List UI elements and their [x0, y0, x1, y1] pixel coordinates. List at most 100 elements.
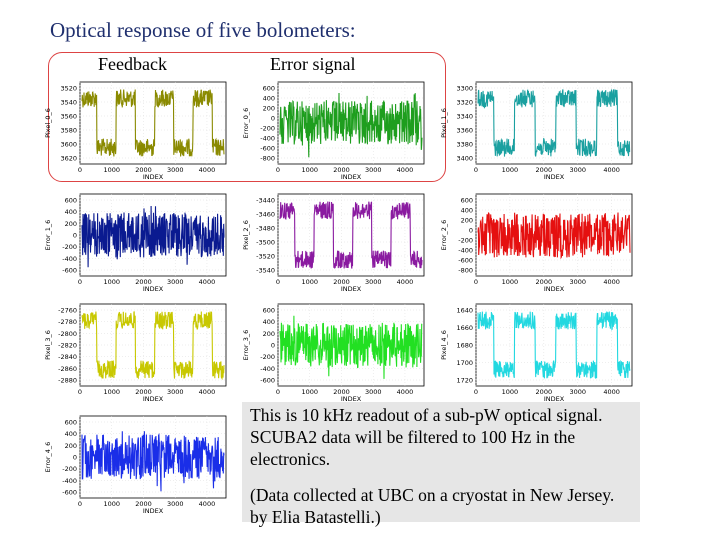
y-tick-label: 200 [65, 442, 77, 450]
y-tick-label: -600 [62, 267, 77, 275]
y-tick-label: 3580 [60, 127, 77, 135]
y-tick-label: 3540 [60, 99, 77, 107]
highlight-box [48, 52, 446, 182]
y-tick-label: 0 [73, 232, 77, 240]
y-tick-label: 400 [263, 318, 275, 326]
y-tick-label: 200 [263, 105, 275, 113]
y-tick-label: 1680 [456, 342, 473, 350]
y-tick-label: 600 [461, 197, 473, 205]
y-tick-label: 400 [65, 430, 77, 438]
x-axis-label: INDEX [143, 395, 164, 403]
y-tick-label: -2760 [58, 307, 77, 315]
x-axis-label: INDEX [143, 507, 164, 515]
y-tick-label: -2820 [58, 342, 77, 350]
y-tick-label: -2780 [58, 318, 77, 326]
x-tick-label: 1000 [103, 166, 120, 174]
x-tick-label: 2000 [135, 278, 152, 286]
y-tick-label: 600 [65, 197, 77, 205]
signal-trace [279, 315, 423, 379]
y-tick-label: 3300 [456, 85, 473, 93]
x-tick-label: 1000 [103, 278, 120, 286]
y-tick-label: 1700 [456, 359, 473, 367]
y-tick-label: 0 [271, 115, 275, 123]
y-tick-label: 3320 [456, 99, 473, 107]
y-tick-label: 600 [263, 85, 275, 93]
x-tick-label: 4000 [199, 278, 216, 286]
y-tick-label: 3400 [456, 155, 473, 163]
x-tick-label: 2000 [135, 166, 152, 174]
x-tick-label: 4000 [397, 388, 414, 396]
y-tick-label: 400 [461, 207, 473, 215]
y-tick-label: 600 [263, 307, 275, 315]
y-tick-label: -600 [260, 145, 275, 153]
y-tick-label: 3620 [60, 155, 77, 163]
y-tick-label: 1720 [456, 377, 473, 385]
x-tick-label: 1000 [301, 278, 318, 286]
caption-text: This is 10 kHz readout of a sub-pW optic… [250, 405, 603, 469]
signal-trace [81, 89, 225, 157]
x-tick-label: 3000 [167, 500, 184, 508]
x-tick-label: 1000 [502, 166, 519, 174]
x-tick-label: 3000 [569, 166, 586, 174]
y-tick-label: 400 [65, 208, 77, 216]
y-tick-label: -2840 [58, 353, 77, 361]
y-tick-label: 0 [469, 227, 473, 235]
y-tick-label: -200 [260, 353, 275, 361]
y-tick-label: -3460 [256, 211, 275, 219]
x-tick-label: 2000 [536, 388, 553, 396]
y-tick-label: -400 [62, 255, 77, 263]
y-tick-label: 0 [271, 342, 275, 350]
y-axis-label: Error_0_6 [242, 108, 250, 139]
x-axis-label: INDEX [341, 285, 362, 293]
signal-trace [477, 89, 631, 157]
x-tick-label: 0 [276, 166, 280, 174]
x-tick-label: 2000 [135, 388, 152, 396]
y-tick-label: -3520 [256, 253, 275, 261]
y-tick-label: -600 [62, 489, 77, 497]
x-tick-label: 0 [78, 278, 82, 286]
y-tick-label: 600 [65, 419, 77, 427]
y-tick-label: -3480 [256, 225, 275, 233]
y-tick-label: -400 [260, 365, 275, 373]
y-axis-label: Error_2_6 [440, 220, 448, 251]
x-tick-label: 4000 [603, 278, 620, 286]
signal-trace [279, 201, 423, 270]
x-tick-label: 3000 [365, 278, 382, 286]
y-axis-label: Error_3_6 [242, 330, 250, 361]
x-tick-label: 2000 [333, 388, 350, 396]
x-axis-label: INDEX [544, 173, 565, 181]
x-tick-label: 4000 [603, 166, 620, 174]
y-tick-label: 3360 [456, 127, 473, 135]
y-tick-label: 1660 [456, 324, 473, 332]
y-tick-label: -200 [458, 237, 473, 245]
y-axis-label: Pixel_2_6 [242, 220, 250, 250]
x-axis-label: INDEX [544, 395, 565, 403]
y-tick-label: 200 [263, 330, 275, 338]
y-tick-label: 400 [263, 95, 275, 103]
x-tick-label: 4000 [199, 166, 216, 174]
y-tick-label: -3540 [256, 267, 275, 275]
y-tick-label: -3440 [256, 197, 275, 205]
x-axis-label: INDEX [544, 285, 565, 293]
x-axis-label: INDEX [341, 395, 362, 403]
signal-trace [81, 205, 225, 268]
x-tick-label: 3000 [167, 278, 184, 286]
y-axis-label: Pixel_0_6 [44, 108, 52, 138]
y-tick-label: 1640 [456, 307, 473, 315]
caption-box: This is 10 kHz readout of a sub-pW optic… [242, 402, 640, 527]
y-tick-label: 0 [73, 454, 77, 462]
caption-credit: (Data collected at UBC on a cryostat in … [250, 485, 615, 527]
y-tick-label: -2800 [58, 330, 77, 338]
x-tick-label: 0 [78, 500, 82, 508]
signal-trace [81, 431, 225, 492]
x-tick-label: 0 [78, 166, 82, 174]
x-tick-label: 3000 [365, 166, 382, 174]
y-tick-label: 3600 [60, 141, 77, 149]
